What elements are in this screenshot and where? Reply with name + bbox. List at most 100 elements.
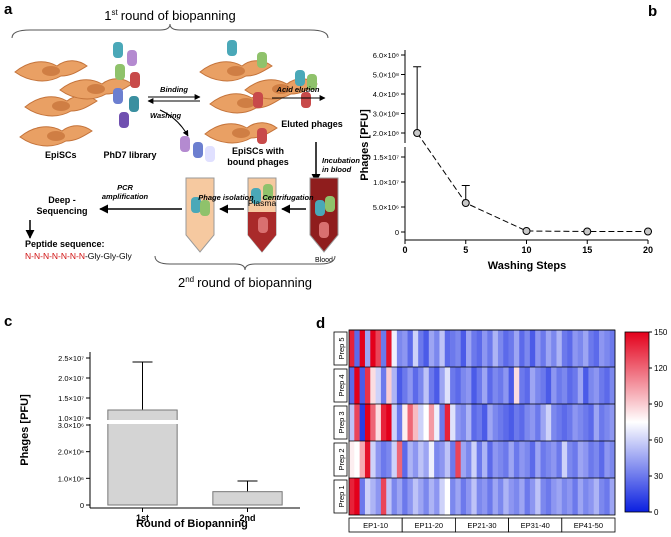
heatmap-cell: [561, 478, 568, 515]
heatmap-cell: [386, 478, 392, 515]
round-title: 1st round of biopanning: [104, 8, 235, 23]
line: [416, 132, 648, 232]
heatmap-cell: [535, 330, 541, 367]
heatmap-cell: [588, 367, 595, 404]
heatmap-cell: [503, 404, 509, 441]
heatmap-cell: [540, 441, 547, 478]
heatmap-cell: [396, 478, 403, 515]
heatmap-cell: [556, 404, 563, 441]
heatmap-cell: [545, 367, 552, 404]
heatmap-cell: [466, 330, 472, 367]
step-label: PCR: [117, 183, 133, 192]
heatmap-cell: [460, 478, 467, 515]
heatmap-cell: [508, 367, 515, 404]
step-label: Incubation: [322, 156, 360, 165]
heatmap-cell: [402, 367, 408, 404]
panel-label: b: [648, 3, 657, 20]
heatmap-cell: [370, 330, 376, 367]
heatmap-cell: [561, 404, 568, 441]
heatmap-cell: [380, 367, 387, 404]
heatmap-cell: [561, 367, 568, 404]
heatmap-cell: [354, 404, 360, 441]
heatmap-cell: [513, 478, 520, 515]
column-label: EP11-20: [414, 521, 443, 530]
heatmap-cell: [497, 330, 504, 367]
heatmap-cell: [460, 330, 467, 367]
heatmap-cell: [476, 441, 483, 478]
heatmap-cell: [599, 404, 605, 441]
heatmap-cell: [450, 478, 456, 515]
heatmap-cell: [556, 478, 563, 515]
heatmap-cell: [380, 404, 387, 441]
heatmap-cell: [609, 441, 616, 478]
heatmap-cell: [609, 330, 616, 367]
heatmap-cell: [428, 441, 435, 478]
heatmap-cell: [593, 330, 600, 367]
heatmap-cell: [492, 404, 499, 441]
x-tick-label: 10: [521, 245, 531, 255]
x-tick-label: 0: [402, 245, 407, 255]
heatmap-cell: [524, 330, 531, 367]
heatmap-cell: [418, 404, 424, 441]
heatmap-cell: [380, 478, 387, 515]
heatmap-cell: [497, 404, 504, 441]
heatmap-cell: [519, 330, 525, 367]
heatmap-cell: [434, 404, 440, 441]
heatmap-cell: [551, 478, 557, 515]
heatmap-cell: [567, 441, 573, 478]
tube-label: Plasma: [248, 198, 277, 208]
x-tick-label: 20: [643, 245, 653, 255]
heatmap-cell: [529, 404, 536, 441]
y-tick-label: 1.5×10⁷: [373, 153, 399, 162]
heatmap-cell: [375, 441, 382, 478]
heatmap-cell: [407, 367, 414, 404]
heatmap-cell: [407, 330, 414, 367]
heatmap-cell: [380, 330, 387, 367]
heatmap-cell: [391, 330, 398, 367]
y-tick-label: 5.0×10⁶: [373, 203, 399, 212]
heatmap-frame: [348, 329, 616, 516]
heatmap-cell: [375, 478, 382, 515]
panel-label: a: [4, 1, 13, 18]
heatmap-cell: [476, 478, 483, 515]
bar: [107, 409, 178, 506]
heatmap-cell: [407, 441, 414, 478]
step-label: Deep -: [48, 195, 76, 205]
heatmap-cell: [545, 330, 552, 367]
heatmap-cell: [567, 367, 573, 404]
heatmap-cell: [423, 330, 430, 367]
heatmap-cell: [551, 367, 557, 404]
heatmap-cell: [540, 478, 547, 515]
heatmap-cell: [492, 441, 499, 478]
tubes: [185, 177, 339, 253]
heatmap-cell: [471, 330, 477, 367]
heatmap-cell: [556, 441, 563, 478]
y-tick-label: 4.0×10⁸: [373, 90, 399, 99]
heatmap-cell: [545, 404, 552, 441]
heatmap-cell: [455, 404, 462, 441]
heatmap-cell: [492, 367, 499, 404]
colorbar-label: 0: [654, 508, 659, 517]
peptide-title: Peptide sequence:: [25, 239, 105, 249]
heatmap-cell: [487, 330, 493, 367]
heatmap-cell: [380, 441, 387, 478]
heatmap-cell: [535, 404, 541, 441]
heatmap-cell: [466, 478, 472, 515]
heatmap-cell: [513, 330, 520, 367]
error-bar: [237, 480, 258, 492]
heatmap-cell: [418, 330, 424, 367]
column-label: EP41-50: [574, 521, 603, 530]
heatmap-cell: [588, 478, 595, 515]
error-bar: [132, 361, 153, 410]
heatmap-cell: [529, 367, 536, 404]
panel-label: d: [316, 315, 325, 332]
brace: [11, 23, 329, 39]
heatmap-cell: [482, 441, 488, 478]
heatmap-cell: [540, 330, 547, 367]
heatmap-cell: [407, 478, 414, 515]
peptide-sequence: N-N-N-N-N-N-N-Gly-Gly-Gly: [25, 251, 132, 261]
heatmap-cell: [492, 330, 499, 367]
heatmap-cell: [375, 404, 382, 441]
heatmap-cell: [364, 367, 371, 404]
y-tick-label: 6.0×10⁸: [373, 51, 399, 60]
